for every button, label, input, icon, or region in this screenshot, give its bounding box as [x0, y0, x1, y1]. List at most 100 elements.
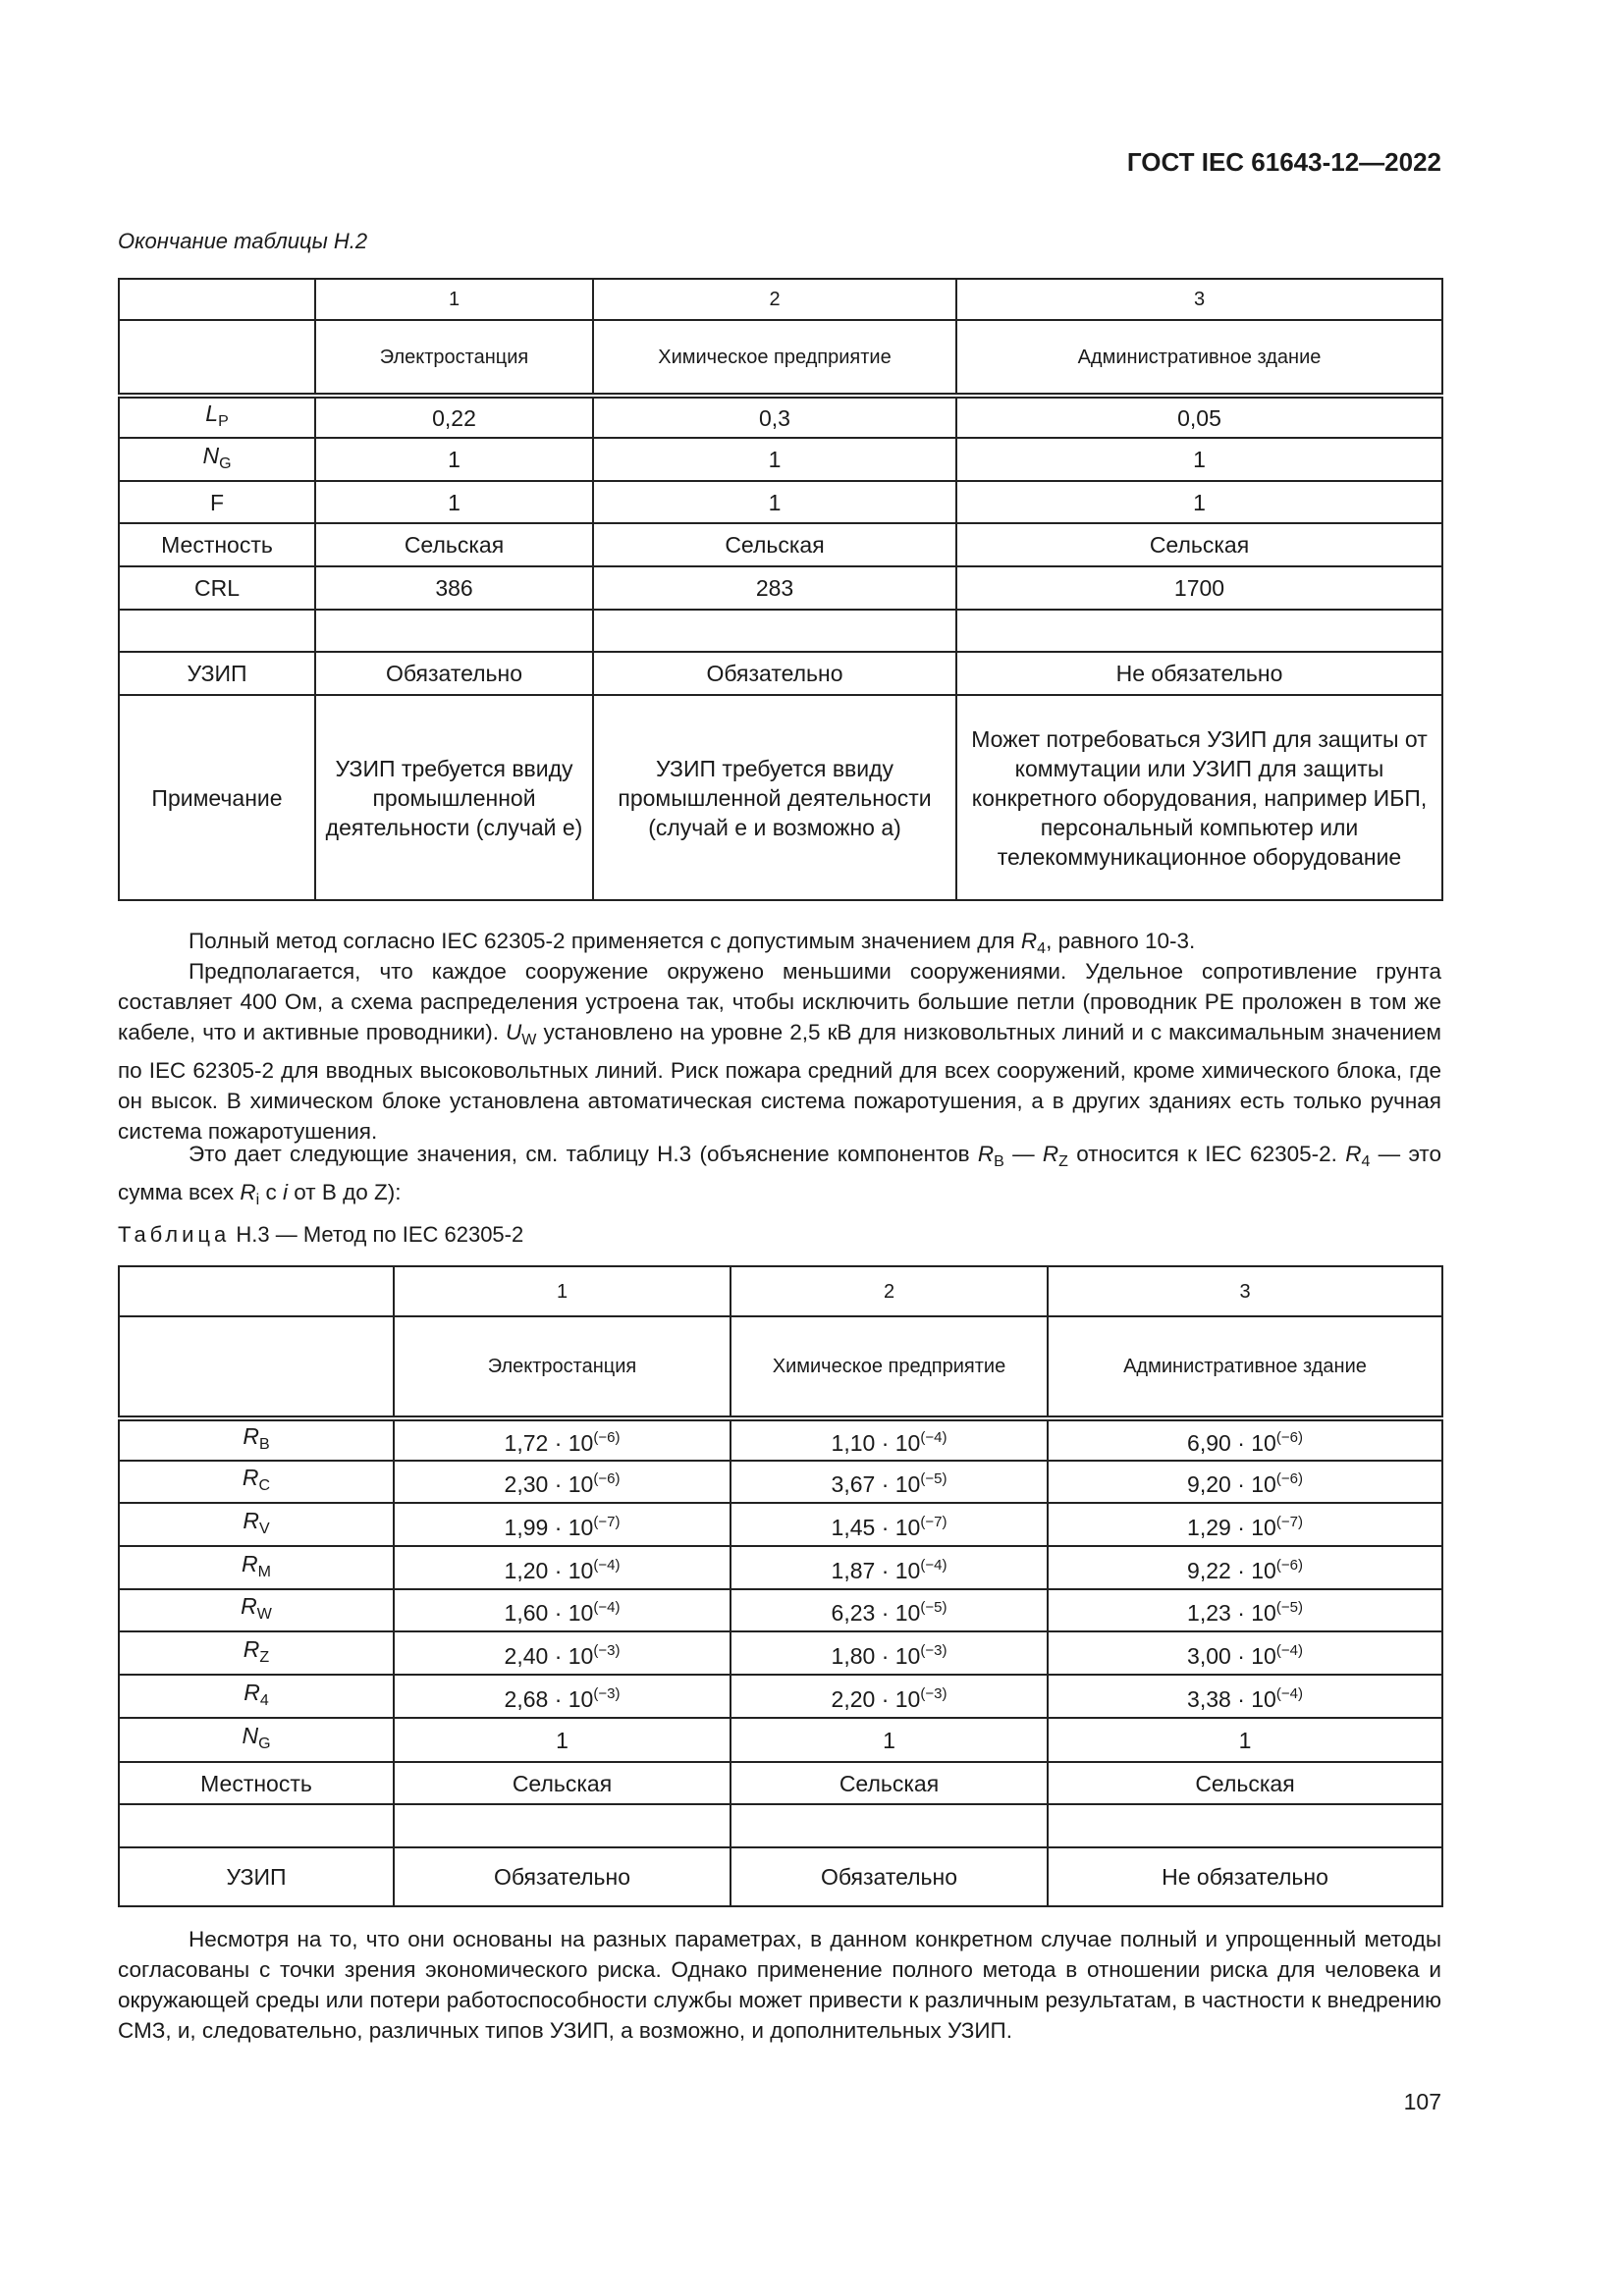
symbol: R	[242, 1465, 259, 1490]
paragraph-values-intro: Это дает следующие значения, см. таблицу…	[118, 1142, 1442, 1208]
column-name	[118, 1315, 395, 1421]
exponent: (−7)	[920, 1513, 947, 1530]
table-cell: Обязательно	[314, 651, 594, 696]
column-number: 2	[730, 1265, 1049, 1317]
mantissa: 2,30 · 10	[504, 1471, 594, 1497]
table-cell: 1,80 · 10(−3)	[730, 1630, 1049, 1676]
row-label: RB	[118, 1417, 395, 1462]
mantissa: 1,20 · 10	[504, 1557, 594, 1583]
table-cell: 1	[393, 1717, 731, 1763]
column-name-row: Электростанция Химическое предприятие Адми…	[118, 319, 1443, 399]
column-number	[118, 1265, 395, 1317]
symbol-subscript: C	[258, 1477, 271, 1494]
table-cell: 1	[955, 480, 1443, 524]
table-cell: Сельская	[1047, 1761, 1443, 1805]
table-cell: 386	[314, 565, 594, 611]
column-number: 3	[1047, 1265, 1443, 1317]
label-text: УЗИП	[226, 1864, 287, 1890]
mantissa: 2,20 · 10	[831, 1685, 921, 1712]
exponent: (−7)	[593, 1513, 621, 1530]
column-number: 1	[393, 1265, 731, 1317]
row-label: Местность	[118, 1761, 395, 1805]
mantissa: 1,87 · 10	[831, 1557, 921, 1583]
table-cell: Сельская	[730, 1761, 1049, 1805]
column-number: 2	[592, 278, 957, 321]
table-cell: 9,22 · 10(−6)	[1047, 1545, 1443, 1590]
exponent: (−7)	[1275, 1513, 1303, 1530]
label-text: F	[209, 489, 225, 515]
table-row: RV 1,99 · 10(−7) 1,45 · 10(−7) 1,29 · 10(−7…	[118, 1502, 1443, 1547]
table-cell: Обязательно	[393, 1846, 731, 1907]
exponent: (−4)	[593, 1556, 621, 1574]
paragraph-assumptions: Предполагается, что каждое сооружение ок…	[118, 959, 1441, 1144]
mantissa: 1,10 · 10	[831, 1430, 921, 1456]
table-cell: 2,20 · 10(−3)	[730, 1674, 1049, 1719]
row-label: RM	[118, 1545, 395, 1590]
exponent: (−5)	[920, 1470, 947, 1487]
table-cell: 1,72 · 10(−6)	[393, 1417, 731, 1462]
table-h3-caption: Таблица Н.3 — Метод по IEC 62305-2	[118, 1222, 524, 1247]
table-cell: 0,3	[592, 395, 957, 439]
label-text: УЗИП	[187, 661, 247, 686]
table-cell: 1	[1047, 1717, 1443, 1763]
table-cell: 0,05	[955, 395, 1443, 439]
table-cell: 1,20 · 10(−4)	[393, 1545, 731, 1590]
mantissa: 1,29 · 10	[1187, 1514, 1276, 1540]
table-cell: 2,30 · 10(−6)	[393, 1460, 731, 1504]
table-cell: 1	[730, 1717, 1049, 1763]
table-row: УЗИП Обязательно Обязательно Не обязательно	[118, 1846, 1443, 1907]
table-row	[118, 1803, 1443, 1848]
table-cell	[730, 1803, 1049, 1848]
table-cell: Сельская	[314, 522, 594, 567]
mantissa: 9,20 · 10	[1187, 1471, 1276, 1497]
column-number: 1	[314, 278, 594, 321]
exponent: (−6)	[1275, 1470, 1303, 1487]
table-cell: 1,87 · 10(−4)	[730, 1545, 1049, 1590]
table-cell: УЗИП требуется ввиду промышленной деятел…	[314, 694, 594, 901]
exponent: (−3)	[920, 1684, 947, 1702]
table-row: CRL 386 283 1700	[118, 565, 1443, 611]
table-cell: 1	[314, 437, 594, 482]
exponent: (−3)	[920, 1641, 947, 1659]
exponent: (−6)	[593, 1429, 621, 1446]
table-cell: 2,68 · 10(−3)	[393, 1674, 731, 1719]
label-text: CRL	[193, 575, 240, 601]
symbol-subscript: M	[257, 1563, 271, 1580]
column-name	[118, 319, 316, 399]
mantissa: 3,67 · 10	[831, 1471, 921, 1497]
column-name: Административное здание	[955, 319, 1443, 399]
table-cell	[955, 609, 1443, 653]
table-row: RW 1,60 · 10(−4) 6,23 · 10(−5) 1,23 · 10(−5…	[118, 1588, 1443, 1632]
row-label: RV	[118, 1502, 395, 1547]
mantissa: 1,72 · 10	[504, 1430, 594, 1456]
row-label	[118, 609, 316, 653]
column-name: Административное здание	[1047, 1315, 1443, 1421]
mantissa: 6,23 · 10	[831, 1600, 921, 1626]
exponent: (−4)	[1275, 1684, 1303, 1702]
mantissa: 1,80 · 10	[831, 1642, 921, 1669]
symbol: R	[241, 1593, 257, 1619]
table-cell: 2,40 · 10(−3)	[393, 1630, 731, 1676]
row-label: УЗИП	[118, 651, 316, 696]
column-name-row: Электростанция Химическое предприятие Адми…	[118, 1315, 1443, 1421]
table-row	[118, 609, 1443, 653]
table-cell: УЗИП требуется ввиду промышленной деятел…	[592, 694, 957, 901]
symbol-subscript: G	[258, 1735, 271, 1752]
symbol: R	[242, 1550, 258, 1576]
mantissa: 6,90 · 10	[1187, 1430, 1276, 1456]
label-text: Примечание	[151, 784, 283, 811]
mantissa: 1,23 · 10	[1187, 1600, 1276, 1626]
exponent: (−4)	[920, 1429, 947, 1446]
row-label: RW	[118, 1588, 395, 1632]
table-cell: 3,38 · 10(−4)	[1047, 1674, 1443, 1719]
table-cell: Может потребоваться УЗИП для защиты от к…	[955, 694, 1443, 901]
mantissa: 1,45 · 10	[831, 1514, 921, 1540]
table-cell: 1	[592, 480, 957, 524]
column-name: Химическое предприятие	[730, 1315, 1049, 1421]
exponent: (−5)	[920, 1599, 947, 1616]
symbol-subscript: V	[258, 1520, 270, 1537]
exponent: (−3)	[593, 1641, 621, 1659]
symbol-subscript: 4	[259, 1691, 269, 1709]
